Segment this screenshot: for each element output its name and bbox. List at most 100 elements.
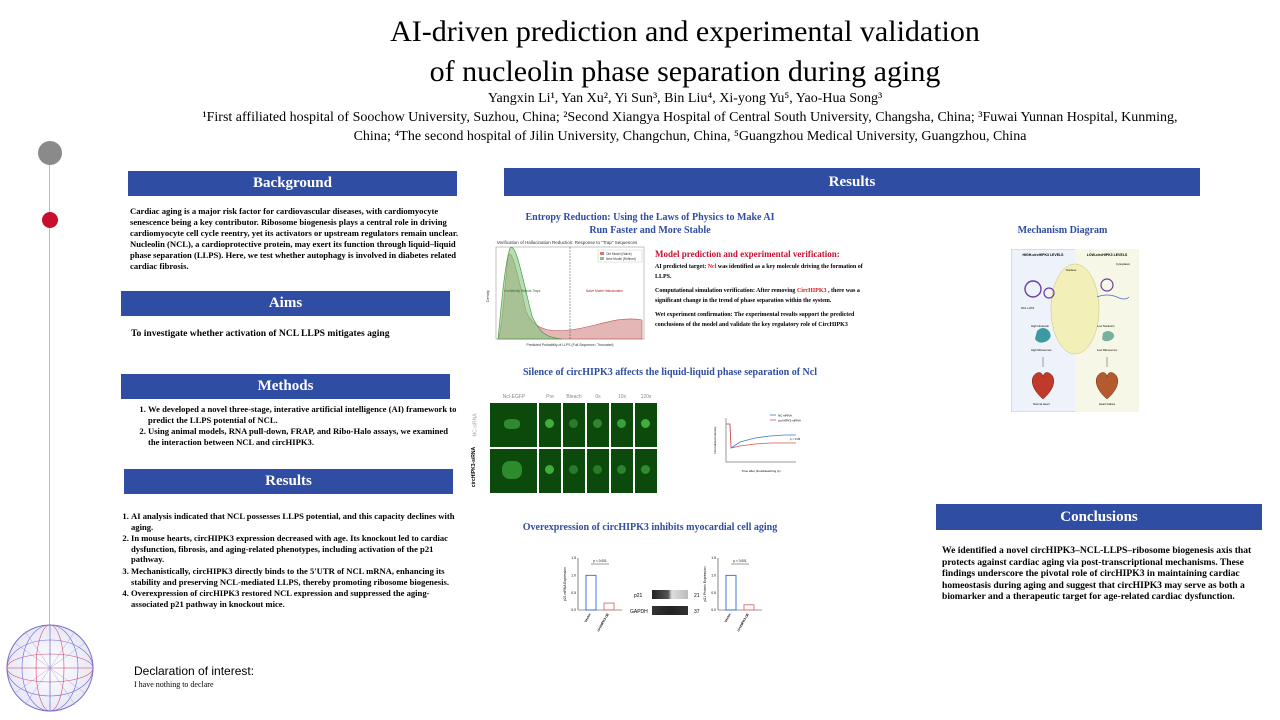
mech-left-item-1: NCL LLPS — [1021, 306, 1034, 310]
mrna-ylabel: p21 mRNA Expression — [563, 567, 567, 601]
frap-col-4: 0s — [595, 394, 601, 400]
blot-kda-p21: 21 — [694, 593, 700, 599]
protein-tick-label: 0.5 — [711, 591, 716, 595]
timeline-line — [49, 153, 50, 633]
frap-image-si-120s — [635, 449, 657, 493]
frap-image-si-0s — [587, 449, 609, 493]
mrna-tick-label: 1.5 — [571, 556, 576, 560]
frap-ylabel: Normalized intensity — [713, 426, 717, 454]
protein-category-label: Vector — [724, 612, 733, 623]
overexpression-title: Overexpression of circHIPK3 inhibits myo… — [522, 522, 778, 533]
p21-mrna-bar-chart: 0.0 0.5 1.0 1.5 Vector circHIPK3 OE p < 0.001 p… — [560, 550, 640, 650]
timeline-dot-gray — [38, 141, 62, 165]
mech-cytoplasm: Cytoplasm — [1116, 262, 1131, 266]
frap-recovery-chart: NC-siRNA circHIPK3-siRNA p < 0.05 Time a… — [700, 410, 810, 480]
kde-legend-new: New Model (Refined) — [606, 257, 636, 261]
frap-col-1: Ncl-EGFP — [502, 394, 526, 400]
ribosome-cluster-left — [1035, 328, 1051, 343]
mech-left-item-3: High Ribosomes — [1031, 348, 1052, 352]
results-left-header: Results — [124, 469, 453, 494]
blot-label-p21: p21 — [634, 593, 643, 599]
mech-right-item-2: Low Ribosomes — [1097, 348, 1117, 352]
conclusions-text: We identified a novel circHIPK3–NCL-LLPS… — [942, 545, 1252, 603]
poster-title-line-1: AI-driven prediction and experimental va… — [390, 15, 980, 48]
authors: Yangxin Li¹, Yan Xu², Yi Sun³, Bin Liu⁴,… — [487, 91, 883, 106]
model-verification-block: Model prediction and experimental verifi… — [655, 249, 875, 331]
model-paragraph-3: Wet experiment confirmation: The experim… — [655, 311, 855, 329]
heart-icon-right — [1095, 372, 1119, 400]
entropy-title-1: Entropy Reduction: Using the Laws of Phy… — [525, 212, 775, 223]
mrna-tick-label: 0.5 — [571, 591, 576, 595]
frap-legend-si: circHIPK3-siRNA — [778, 419, 801, 423]
affiliations: ¹First affiliated hospital of Soochow Un… — [160, 108, 1220, 146]
p21-protein-bar-chart: 0.0 0.5 1.0 1.5 Vector circHIPK3 OE p < 0.001 p… — [700, 550, 780, 650]
results-item-2: In mouse hearts, circHIPK3 expression de… — [131, 533, 461, 565]
frap-image-si-pre — [539, 449, 561, 493]
frap-image-nc-0s — [587, 403, 609, 447]
frap-legend-nc: NC-siRNA — [778, 414, 792, 418]
mrna-p-value: p < 0.001 — [593, 559, 607, 563]
mech-left-label: HIGH-circHIPK3 LEVELS — [1022, 253, 1064, 257]
frap-p-value: p < 0.05 — [790, 437, 801, 441]
blot-band-gapdh — [652, 606, 688, 615]
frap-col-6: 120s — [640, 394, 652, 400]
timeline-dot-red — [42, 212, 58, 228]
kde-annotation-right: Naive Model Hallucination — [586, 289, 623, 293]
mechanism-title: Mechanism Diagram — [1017, 225, 1108, 236]
ribosome-cluster-right — [1102, 331, 1115, 342]
affiliations-line-1: ¹First affiliated hospital of Soochow Un… — [202, 110, 1178, 125]
blot-label-gapdh: GAPDH — [630, 609, 648, 615]
circhipk3-highlight: CircHIPK3 — [796, 287, 827, 294]
mech-nucleus: Nucleus — [1066, 268, 1077, 272]
blot-kda-gapdh: 37 — [694, 609, 700, 615]
kde-chart-title: Verification of Hallucination Reduction:… — [497, 240, 638, 245]
model-paragraph-1: AI predicted target: Ncl was identified … — [655, 263, 863, 281]
frap-image-nc-120s — [635, 403, 657, 447]
kde-new-model-curve — [497, 247, 563, 340]
background-header: Background — [128, 171, 457, 196]
kde-legend-old: Old Model (Naive) — [606, 252, 632, 256]
frap-image-nc-pre — [539, 403, 561, 447]
protein-category-label: circHIPK3 OE — [736, 613, 750, 633]
western-blot-panel: p21 GAPDH 21 37 — [630, 565, 705, 625]
circrna-loop-right — [1100, 278, 1114, 292]
poster-title-line-2: of nucleolin phase separation during agi… — [429, 55, 941, 88]
protein-tick-label: 1.5 — [711, 556, 716, 560]
results-item-3: Mechanistically, circHIPK3 directly bind… — [131, 566, 461, 587]
mrna-bar-1 — [585, 574, 597, 611]
frap-microscopy-panel: Ncl-EGFP Pre Bleach 0s 10s 120s NC-siRNA… — [471, 394, 663, 494]
mrna-category-label: Vector — [584, 612, 593, 623]
mech-left-item-4: Normal Heart — [1033, 402, 1050, 406]
frap-image-si-bleach — [563, 449, 585, 493]
protein-bar-2 — [743, 604, 755, 611]
mrna-category-label: circHIPK3 OE — [596, 613, 610, 633]
frap-xlabel: Time after photobleaching (s) — [742, 469, 781, 473]
frap-row-label-2: circHIPK3-siRNA — [471, 446, 478, 488]
frap-line-nc — [726, 423, 796, 449]
frap-line-si — [726, 423, 796, 449]
entropy-title-2: Run Faster and More Stable — [589, 225, 711, 236]
mrna-tick-label: 0.0 — [571, 608, 576, 612]
mech-left-item-2: High Nucleolin — [1031, 324, 1049, 328]
conclusions-header: Conclusions — [936, 504, 1262, 530]
frap-col-3: Bleach — [566, 394, 582, 400]
ncl-highlight: Ncl — [707, 263, 717, 270]
frap-image-si-overview — [490, 449, 537, 493]
methods-item-2: Using animal models, RNA pull-down, FRAP… — [148, 426, 458, 447]
circrna-loop-left-1 — [1024, 280, 1042, 298]
mrna-bar-2 — [603, 602, 615, 611]
frap-image-nc-overview — [490, 403, 537, 447]
results-item-4: Overexpression of circHIPK3 restored NCL… — [131, 588, 461, 609]
frap-image-nc-10s — [611, 403, 633, 447]
wireframe-globe-icon — [6, 624, 94, 712]
results-left-list: AI analysis indicated that NCL possesses… — [113, 511, 461, 610]
blot-band-p21 — [652, 590, 688, 599]
model-paragraph-2: Computational simulation verification: A… — [655, 287, 860, 305]
heart-icon-left — [1031, 372, 1055, 400]
declaration-text: I have nothing to declare — [134, 680, 214, 689]
protein-ylabel: p21 Protein Expression — [703, 566, 707, 601]
protein-tick-label: 0.0 — [711, 608, 716, 612]
aims-header: Aims — [121, 291, 450, 316]
mechanism-diagram: HIGH-circHIPK3 LEVELS LOW-circHIPK3 LEVE… — [1011, 249, 1139, 412]
results-item-1: AI analysis indicated that NCL possesses… — [131, 511, 461, 532]
